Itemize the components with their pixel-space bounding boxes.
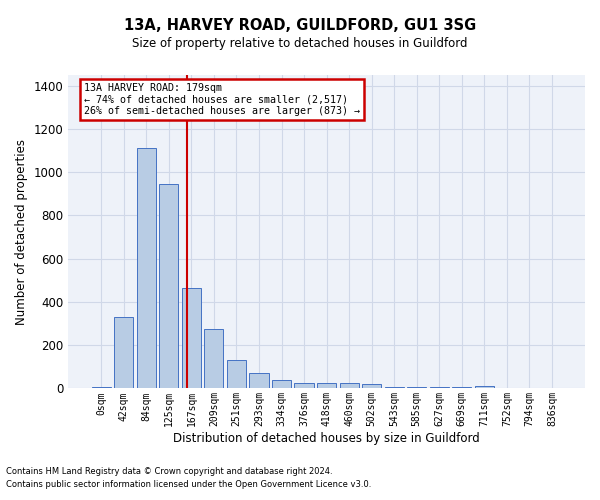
X-axis label: Distribution of detached houses by size in Guildford: Distribution of detached houses by size … xyxy=(173,432,480,445)
Text: Contains public sector information licensed under the Open Government Licence v3: Contains public sector information licen… xyxy=(6,480,371,489)
Bar xyxy=(340,383,359,388)
Bar xyxy=(317,383,336,388)
Bar xyxy=(205,329,223,388)
Bar xyxy=(272,380,291,388)
Bar xyxy=(114,317,133,388)
Bar xyxy=(452,386,472,388)
Bar xyxy=(137,148,156,388)
Bar xyxy=(385,386,404,388)
Bar xyxy=(159,184,178,388)
Text: 13A HARVEY ROAD: 179sqm
← 74% of detached houses are smaller (2,517)
26% of semi: 13A HARVEY ROAD: 179sqm ← 74% of detache… xyxy=(83,83,359,116)
Bar xyxy=(182,288,201,388)
Text: Contains HM Land Registry data © Crown copyright and database right 2024.: Contains HM Land Registry data © Crown c… xyxy=(6,467,332,476)
Bar xyxy=(407,386,426,388)
Bar xyxy=(430,386,449,388)
Y-axis label: Number of detached properties: Number of detached properties xyxy=(15,138,28,324)
Bar xyxy=(475,386,494,388)
Bar xyxy=(362,384,381,388)
Text: Size of property relative to detached houses in Guildford: Size of property relative to detached ho… xyxy=(132,38,468,51)
Bar xyxy=(227,360,246,388)
Bar xyxy=(295,383,314,388)
Text: 13A, HARVEY ROAD, GUILDFORD, GU1 3SG: 13A, HARVEY ROAD, GUILDFORD, GU1 3SG xyxy=(124,18,476,32)
Bar xyxy=(92,386,111,388)
Bar xyxy=(250,374,269,388)
